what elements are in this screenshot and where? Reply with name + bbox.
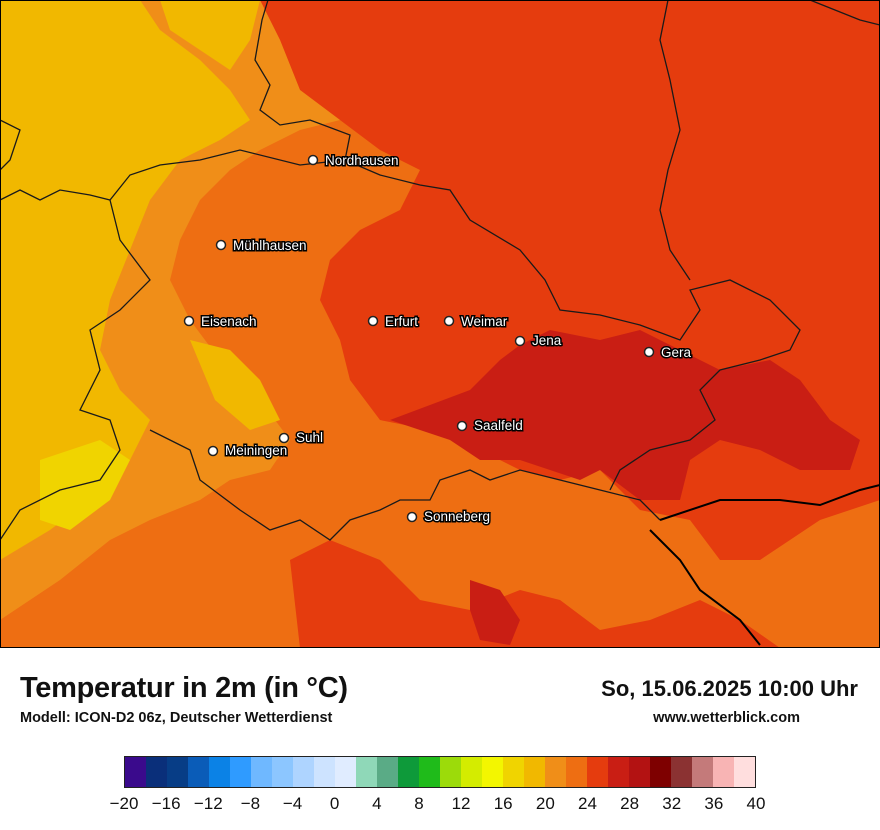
temp-field-18-north — [160, 0, 260, 70]
legend-swatch — [629, 757, 650, 787]
legend-swatch — [650, 757, 671, 787]
legend-swatch — [230, 757, 251, 787]
city-saalfeld: Saalfeld — [456, 417, 524, 435]
city-label-eisenach: Eisenach — [201, 314, 257, 329]
state-borders — [0, 0, 880, 541]
city-sonneberg: Sonneberg — [406, 508, 492, 526]
legend-swatch — [671, 757, 692, 787]
city-eisenach: Eisenach — [183, 313, 258, 331]
legend-tick-label: 20 — [535, 794, 555, 813]
legend-swatch — [209, 757, 230, 787]
legend-swatch — [251, 757, 272, 787]
temp-field-28-south — [470, 580, 520, 645]
color-scale-ticks: −20 −16 −12 −8 −4 0 4 8 12 16 20 24 28 32 36 40 — [110, 794, 766, 818]
city-label-meiningen: Meiningen — [225, 443, 287, 458]
legend-swatch — [356, 757, 377, 787]
legend-swatch — [566, 757, 587, 787]
legend-swatch — [524, 757, 545, 787]
legend-swatch — [587, 757, 608, 787]
country-border — [649, 484, 880, 646]
legend-swatch — [377, 757, 398, 787]
legend-tick-label: −16 — [151, 794, 181, 813]
temp-field-18-mid — [190, 340, 280, 430]
legend-swatch — [608, 757, 629, 787]
city-label-jena: Jena — [532, 333, 562, 348]
legend-tick-label: −8 — [240, 794, 261, 813]
city-erfurt: Erfurt — [367, 313, 420, 331]
legend-swatch — [398, 757, 419, 787]
legend-swatch — [503, 757, 524, 787]
legend-tick-label: 0 — [329, 794, 340, 813]
city-label-erfurt: Erfurt — [385, 314, 418, 329]
city-label-sonneberg: Sonneberg — [424, 509, 490, 524]
legend-tick-label: −20 — [109, 794, 139, 813]
legend-tick-label: −12 — [193, 794, 223, 813]
legend-swatch — [545, 757, 566, 787]
temp-field-18 — [0, 0, 250, 560]
city-gera: Gera — [643, 344, 693, 362]
legend-tick-label: 16 — [493, 794, 513, 813]
map-footer: Temperatur in 2m (in °C) Modell: ICON-D2… — [0, 648, 880, 830]
legend-swatch — [125, 757, 146, 787]
legend-swatch — [461, 757, 482, 787]
city-jena: Jena — [514, 332, 563, 350]
legend-tick-label: 24 — [577, 794, 597, 813]
temperature-map: Nordhausen Mühlhausen Eisenach Erfurt We… — [0, 0, 880, 648]
legend-swatch — [335, 757, 356, 787]
city-muehlhausen: Mühlhausen — [215, 237, 308, 255]
temp-field-16 — [40, 440, 130, 530]
legend-tick-label: 8 — [414, 794, 424, 813]
city-nordhausen: Nordhausen — [307, 152, 400, 170]
map-title: Temperatur in 2m (in °C) — [20, 672, 348, 704]
city-label-suhl: Suhl — [296, 430, 323, 445]
legend-swatch — [734, 757, 755, 787]
legend-swatch — [482, 757, 503, 787]
legend-swatch — [440, 757, 461, 787]
legend-swatch — [692, 757, 713, 787]
city-label-nordhausen: Nordhausen — [325, 153, 399, 168]
legend-swatch — [713, 757, 734, 787]
legend-swatch — [146, 757, 167, 787]
city-label-gera: Gera — [661, 345, 692, 360]
legend-swatch — [293, 757, 314, 787]
legend-tick-label: 36 — [704, 794, 724, 813]
color-scale-legend — [124, 756, 756, 788]
legend-tick-label: 32 — [662, 794, 682, 813]
city-label-muehlhausen: Mühlhausen — [233, 238, 307, 253]
legend-swatch — [188, 757, 209, 787]
legend-swatch — [272, 757, 293, 787]
legend-tick-label: 28 — [620, 794, 640, 813]
legend-swatch — [314, 757, 335, 787]
legend-tick-label: 40 — [746, 794, 766, 813]
city-meiningen: Meiningen — [207, 442, 289, 460]
temp-field-28 — [390, 330, 860, 500]
legend-tick-label: −4 — [282, 794, 303, 813]
city-label-saalfeld: Saalfeld — [474, 418, 523, 433]
city-suhl: Suhl — [278, 429, 325, 447]
legend-swatch — [419, 757, 440, 787]
forecast-datetime: So, 15.06.2025 10:00 Uhr — [601, 676, 858, 701]
city-weimar: Weimar — [443, 313, 509, 331]
legend-tick-label: 4 — [372, 794, 382, 813]
legend-tick-label: 12 — [451, 794, 471, 813]
website-link[interactable]: www.wetterblick.com — [653, 710, 800, 726]
temp-field-24-south — [290, 540, 780, 648]
legend-swatch — [167, 757, 188, 787]
city-label-weimar: Weimar — [461, 314, 508, 329]
model-source: Modell: ICON-D2 06z, Deutscher Wetterdie… — [20, 710, 333, 726]
